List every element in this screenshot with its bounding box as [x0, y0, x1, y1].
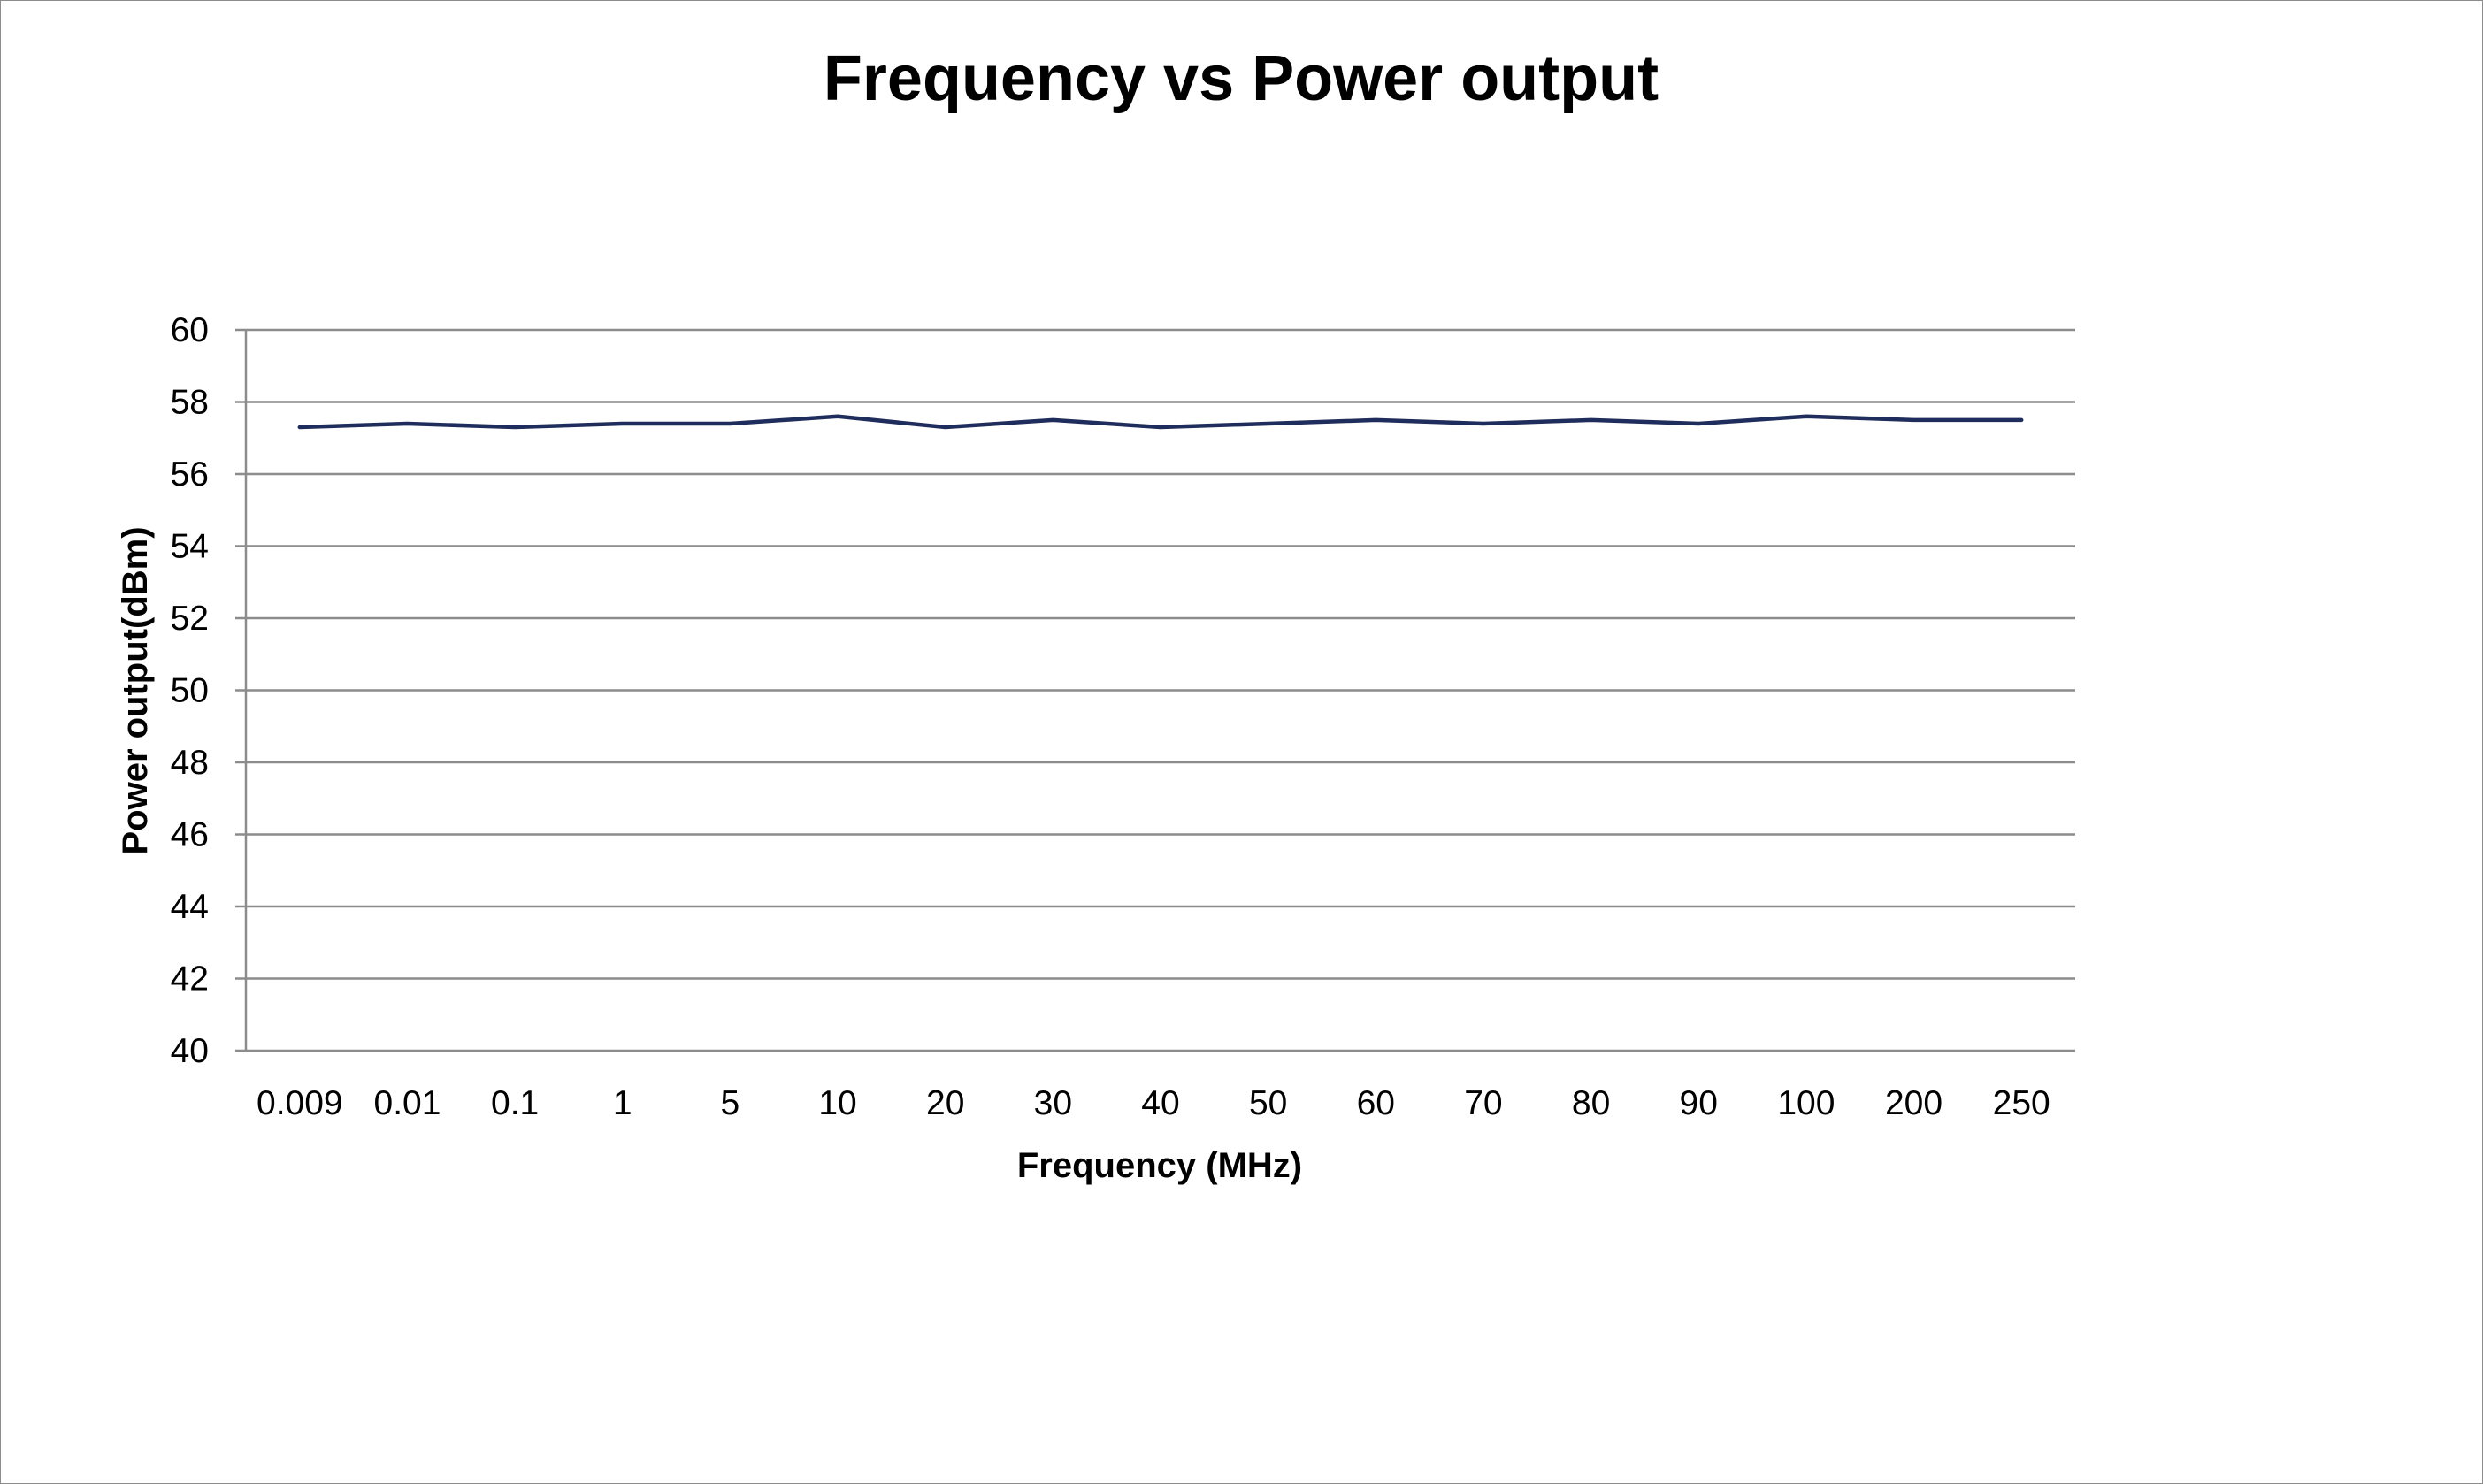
x-tick-label: 0.01 [374, 1084, 441, 1122]
x-tick-label: 60 [1357, 1084, 1395, 1122]
gridlines [246, 328, 2075, 1052]
y-tick-labels: 40 42 44 46 48 50 52 54 56 58 60 [171, 311, 209, 1070]
y-tick-label: 56 [171, 455, 209, 493]
x-tick-label: 5 [721, 1084, 740, 1122]
series-lines [297, 414, 2024, 430]
axes [235, 328, 248, 1052]
x-tick-label: 10 [818, 1084, 856, 1122]
y-tick-label: 54 [171, 528, 209, 566]
x-tick-label: 250 [1993, 1084, 2050, 1122]
series-line-0 [297, 414, 2024, 430]
y-tick-label: 48 [171, 744, 209, 782]
y-tick-label: 58 [171, 384, 209, 422]
x-tick-label: 200 [1885, 1084, 1943, 1122]
x-tick-label: 90 [1680, 1084, 1718, 1122]
x-tick-label: 70 [1464, 1084, 1502, 1122]
x-axis-title: Frequency (MHz) [1017, 1146, 1302, 1185]
y-axis-title: Power output(dBm) [116, 526, 155, 854]
x-tick-label: 100 [1777, 1084, 1835, 1122]
x-tick-label: 50 [1249, 1084, 1287, 1122]
x-tick-label: 40 [1141, 1084, 1179, 1122]
y-tick-label: 52 [171, 600, 209, 638]
x-tick-label: 30 [1034, 1084, 1072, 1122]
y-tick-label: 50 [171, 672, 209, 710]
y-tick-label: 60 [171, 311, 209, 349]
y-tick-label: 44 [171, 888, 209, 926]
y-tick-label: 40 [171, 1032, 209, 1070]
y-tick-label: 42 [171, 960, 209, 998]
y-tick-label: 46 [171, 816, 209, 854]
x-tick-label: 0.009 [257, 1084, 343, 1122]
chart-title: Frequency vs Power output [824, 43, 1659, 114]
x-tick-label: 80 [1572, 1084, 1610, 1122]
x-tick-labels: 0.009 0.01 0.1 1 5 10 20 30 40 50 60 70 80 90 100 200 25… [257, 1084, 2050, 1122]
x-tick-label: 0.1 [491, 1084, 539, 1122]
x-tick-label: 1 [613, 1084, 632, 1122]
x-tick-label: 20 [926, 1084, 964, 1122]
